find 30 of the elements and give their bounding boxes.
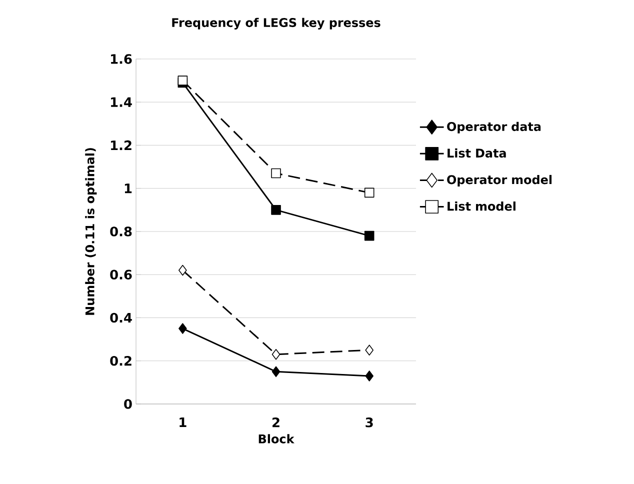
point bbox=[271, 205, 281, 215]
y-tick-label: 1.6 bbox=[111, 54, 132, 64]
chart-title: Frequency of LEGS key presses bbox=[172, 18, 380, 30]
y-axis-title: Number (0.11 is optimal) bbox=[85, 148, 97, 315]
y-tick-label: 0.8 bbox=[110, 226, 132, 236]
y-tick-label: 0.4 bbox=[110, 312, 132, 323]
point bbox=[364, 230, 374, 241]
legend-label: Operator model bbox=[447, 174, 552, 187]
y-tick-label: 0.6 bbox=[110, 270, 132, 280]
y-tick-label: 0 bbox=[124, 399, 132, 409]
point bbox=[178, 264, 187, 276]
point bbox=[365, 344, 374, 356]
x-tick-label: 1 bbox=[180, 418, 186, 427]
y-tick-label: 1.4 bbox=[111, 97, 132, 107]
x-axis-title: Block bbox=[258, 434, 294, 444]
x-tick-label: 3 bbox=[366, 418, 373, 428]
point bbox=[272, 348, 280, 360]
point bbox=[272, 366, 280, 378]
x-tick-label: 2 bbox=[272, 418, 280, 428]
point bbox=[364, 188, 374, 198]
point bbox=[365, 370, 374, 382]
y-tick-label: 0.2 bbox=[110, 356, 132, 366]
y-tick-label: 1 bbox=[124, 184, 132, 194]
point bbox=[178, 323, 187, 334]
point bbox=[271, 168, 281, 178]
y-tick-label: 1.2 bbox=[111, 140, 132, 150]
legend-label: List Data bbox=[448, 148, 506, 158]
legend-label: Operator data bbox=[447, 122, 541, 134]
point bbox=[178, 76, 188, 86]
legend-label: List model bbox=[448, 202, 516, 211]
